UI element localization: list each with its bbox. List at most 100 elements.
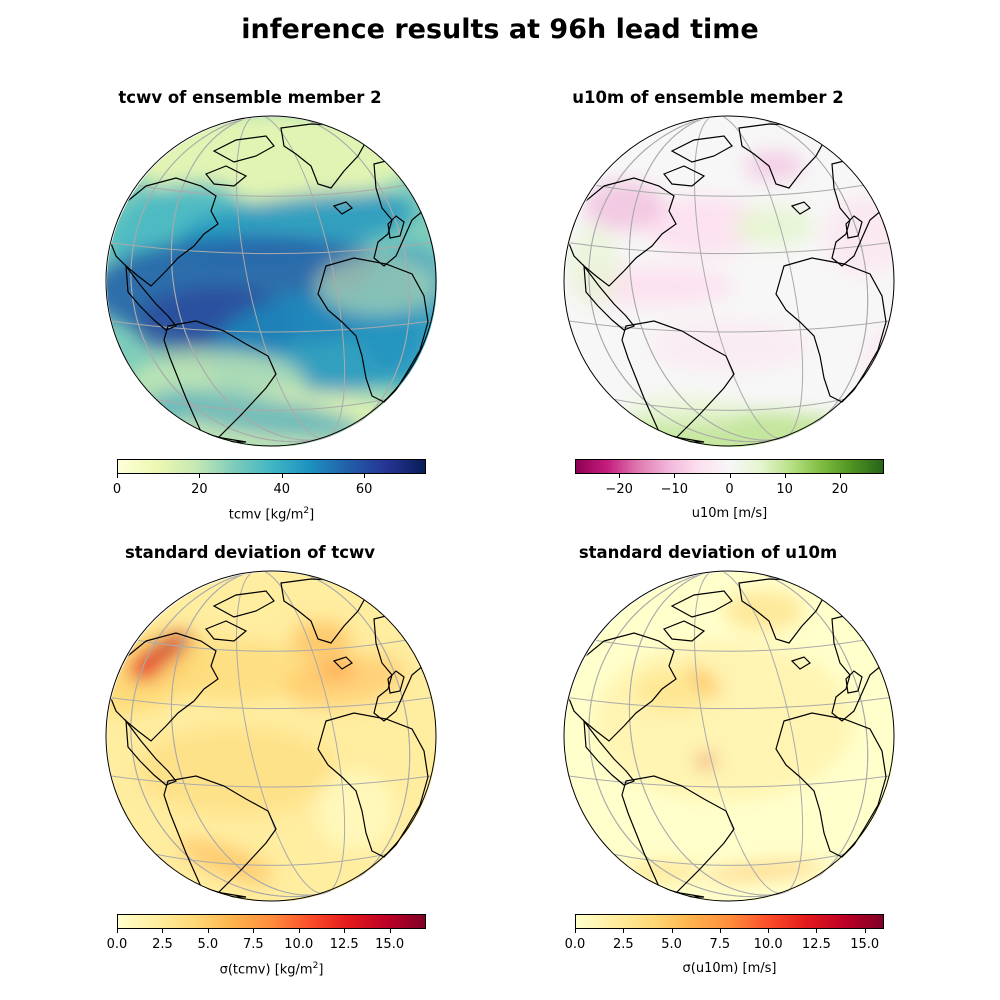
graticule	[568, 117, 895, 443]
tick-label: 12.5	[801, 937, 831, 952]
tick-label: 12.5	[329, 937, 359, 952]
tick-label: 40	[273, 482, 291, 497]
colorbar-label: tcmv [kg/m2]	[117, 506, 426, 522]
graticule	[568, 572, 895, 898]
tick-label: −20	[605, 482, 633, 497]
tick-label: 0.0	[106, 937, 128, 952]
coastline	[332, 656, 353, 670]
tick-label: 60	[355, 482, 373, 497]
tick-mark	[298, 929, 300, 933]
field-patch	[649, 321, 809, 371]
panel-title: standard deviation of u10m	[578, 543, 838, 562]
tick-mark	[674, 474, 676, 478]
field-patch	[136, 726, 336, 816]
coastline	[845, 215, 863, 239]
parallel-line	[110, 320, 432, 333]
tick-mark	[768, 929, 770, 933]
coastline	[621, 775, 735, 898]
field-patch	[734, 206, 814, 246]
panel-u10m-member: u10m of ensemble member 2 −20 −10 0 10 20 u10m…	[458, 0, 958, 521]
parallel-line	[155, 853, 387, 866]
globe-map	[105, 115, 437, 447]
field-patch	[156, 641, 316, 701]
tick-mark	[671, 929, 673, 933]
coastline	[387, 215, 405, 239]
tick-mark	[253, 929, 255, 933]
field-layer	[107, 621, 406, 884]
colorbar	[117, 459, 426, 474]
tick-mark	[199, 474, 201, 478]
colorbar-ticks: 0.0 2.5 5.0 7.5 10.0 12.5 15.0	[565, 929, 884, 952]
tick-label: 10.0	[284, 937, 314, 952]
coastline	[621, 320, 735, 443]
globe-outline	[105, 115, 437, 447]
parallel-line	[110, 775, 432, 788]
tick-label: 10.0	[753, 937, 783, 952]
field-patch	[316, 663, 356, 679]
figure-title: inference results at 96h lead time	[241, 14, 759, 45]
coastline	[583, 263, 635, 331]
tick-label: 0	[112, 482, 122, 497]
coastline	[790, 201, 811, 215]
coastline	[212, 135, 275, 163]
coastline	[663, 620, 706, 642]
tick-mark	[784, 474, 786, 478]
coastline	[670, 590, 733, 618]
tick-mark	[729, 474, 731, 478]
coastline	[387, 670, 405, 694]
tick-label: 7.5	[242, 937, 264, 952]
tick-label: 20	[831, 482, 849, 497]
field-patch	[724, 591, 804, 631]
coastline	[125, 718, 177, 786]
tick-mark	[623, 929, 625, 933]
tick-label: 20	[191, 482, 208, 497]
tick-label: 0	[725, 482, 734, 497]
colorbar-label-text: σ(tcmv) [kg/m	[219, 962, 313, 978]
panel-title: tcwv of ensemble member 2	[118, 88, 382, 107]
tick-mark	[619, 474, 621, 478]
tick-mark	[162, 929, 164, 933]
field-patch	[147, 390, 365, 442]
graticule	[110, 117, 437, 443]
tick-mark	[364, 474, 366, 478]
parallel-line	[136, 184, 406, 197]
coastline	[125, 263, 177, 331]
colorbar-ticks: −20 −10 0 10 20	[575, 474, 884, 497]
coastline	[332, 201, 353, 215]
colorbar	[117, 914, 426, 929]
meridian-line	[694, 117, 804, 439]
globe-map	[563, 115, 895, 447]
coastline	[163, 775, 277, 898]
tick-label: 5.0	[661, 937, 682, 952]
tick-label: 15.0	[375, 937, 405, 952]
parallel-line	[110, 242, 432, 255]
tick-mark	[344, 929, 346, 933]
tick-label: 0.0	[564, 937, 586, 952]
coastline	[845, 670, 863, 694]
coastline	[212, 590, 275, 618]
parallel-line	[568, 242, 890, 255]
tick-label: 5.0	[197, 937, 219, 952]
colorbar-label-suffix: ]	[309, 507, 315, 523]
coastline	[205, 620, 248, 642]
tick-mark	[839, 474, 841, 478]
coastline	[583, 718, 635, 786]
tick-mark	[389, 929, 391, 933]
parallel-line	[568, 775, 890, 788]
meridian-line	[236, 572, 346, 894]
coastline	[663, 165, 706, 187]
meridian-line	[694, 572, 804, 894]
colorbar-label-text: u10m [m/s]	[691, 506, 768, 521]
tick-mark	[207, 929, 209, 933]
globe-outline	[563, 570, 895, 902]
meridian-line	[236, 117, 346, 439]
tick-mark	[281, 474, 283, 478]
tick-mark	[719, 929, 721, 933]
graticule	[110, 572, 437, 898]
field-patch	[291, 621, 351, 661]
tick-mark	[575, 929, 576, 933]
panel-title: standard deviation of tcwv	[124, 543, 376, 562]
panel-title: u10m of ensemble member 2	[572, 88, 844, 107]
parallel-line	[155, 398, 387, 411]
tick-label: −10	[660, 482, 689, 497]
